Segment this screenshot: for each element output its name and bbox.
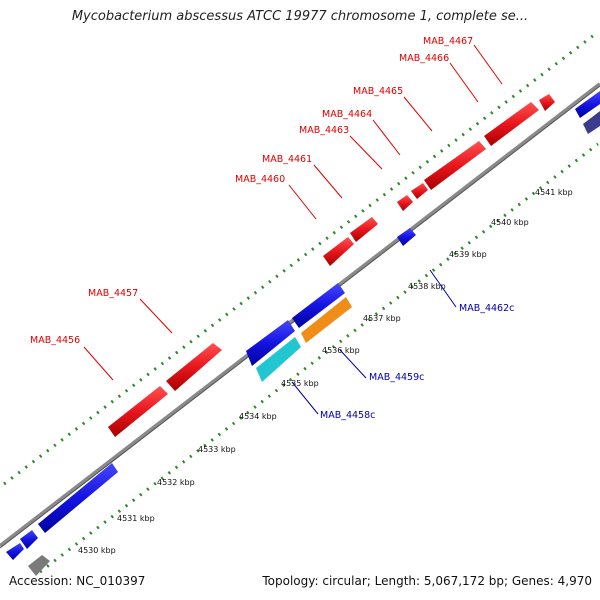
plus-leader-lines bbox=[83, 44, 503, 381]
gene-label-mab-4465[interactable]: MAB_4465 bbox=[353, 86, 403, 97]
gene-gray[interactable] bbox=[28, 555, 50, 576]
gene-minus-1[interactable] bbox=[6, 543, 24, 560]
gene-label-mab-4461[interactable]: MAB_4461 bbox=[262, 154, 312, 165]
gene-label-mab-4467[interactable]: MAB_4467 bbox=[423, 36, 473, 47]
gene-mab-4461[interactable] bbox=[350, 217, 378, 242]
leader-line bbox=[288, 184, 317, 220]
gene-slate-right[interactable] bbox=[583, 111, 600, 134]
minus-gene-labels: MAB_4458c MAB_4459c MAB_4462c bbox=[320, 303, 514, 421]
tick-label: 4539 kbp bbox=[449, 250, 487, 259]
plus-scale-line bbox=[3, 30, 599, 486]
tick-label: 4532 kbp bbox=[157, 478, 195, 487]
gene-label-mab-4466[interactable]: MAB_4466 bbox=[399, 53, 449, 64]
gene-label-mab-4464[interactable]: MAB_4464 bbox=[322, 109, 372, 120]
gene-mab-4457[interactable] bbox=[166, 343, 222, 391]
plus-genes bbox=[108, 94, 555, 437]
minus-scale-line bbox=[39, 142, 599, 574]
topology-text: Topology: circular; Length: 5,067,172 bp… bbox=[262, 574, 592, 588]
gene-orange-4459c[interactable] bbox=[301, 297, 352, 343]
gene-mab-4464[interactable] bbox=[424, 141, 486, 190]
gene-label-mab-4463[interactable]: MAB_4463 bbox=[299, 125, 349, 136]
leader-line bbox=[83, 346, 114, 381]
gene-label-mab-4458c[interactable]: MAB_4458c bbox=[320, 410, 375, 421]
gene-mab-4467[interactable] bbox=[539, 94, 555, 111]
leader-line bbox=[339, 349, 367, 379]
tick-label: 4541 kbp bbox=[535, 188, 573, 197]
tick-labels: 4530 kbp 4531 kbp 4532 kbp 4533 kbp 4534… bbox=[78, 188, 573, 555]
leader-line bbox=[313, 164, 343, 199]
leader-line bbox=[372, 119, 401, 156]
gene-mab-4465[interactable] bbox=[484, 102, 539, 146]
gene-label-mab-4462c[interactable]: MAB_4462c bbox=[459, 303, 514, 314]
gene-minus-3[interactable] bbox=[38, 463, 118, 533]
tick-label: 4534 kbp bbox=[239, 412, 277, 421]
map-title: Mycobacterium abscessus ATCC 19977 chrom… bbox=[71, 9, 529, 24]
plus-gene-labels: MAB_4456 MAB_4457 MAB_4460 MAB_4461 MAB_… bbox=[30, 36, 473, 346]
leader-line bbox=[403, 96, 433, 132]
tick-label: 4531 kbp bbox=[117, 514, 155, 523]
gene-blue-4462c[interactable] bbox=[397, 228, 416, 246]
gene-blue-4459[interactable] bbox=[292, 283, 345, 328]
gene-minus-2[interactable] bbox=[20, 530, 38, 549]
tick-label: 4535 kbp bbox=[281, 379, 319, 388]
tick-label: 4533 kbp bbox=[198, 445, 236, 454]
gene-blue-4458[interactable] bbox=[246, 320, 295, 366]
gene-cyan-4458c[interactable] bbox=[256, 337, 301, 382]
leader-line bbox=[473, 44, 503, 85]
gene-label-mab-4457[interactable]: MAB_4457 bbox=[88, 288, 138, 299]
gene-label-mab-4456[interactable]: MAB_4456 bbox=[30, 335, 80, 346]
leader-line bbox=[139, 298, 173, 334]
minus-leader-lines bbox=[291, 269, 457, 415]
leader-line bbox=[349, 135, 383, 170]
leader-line bbox=[449, 62, 479, 103]
leader-line bbox=[291, 381, 319, 415]
leader-line bbox=[429, 269, 457, 308]
accession-text: Accession: NC_010397 bbox=[9, 574, 146, 588]
gene-mab-4456[interactable] bbox=[108, 386, 168, 437]
gene-label-mab-4460[interactable]: MAB_4460 bbox=[235, 174, 285, 185]
tick-label: 4530 kbp bbox=[78, 546, 116, 555]
tick-label: 4537 kbp bbox=[363, 314, 401, 323]
gene-mab-4462-red[interactable] bbox=[397, 195, 413, 211]
gene-mab-4460[interactable] bbox=[323, 237, 354, 266]
tick-label: 4538 kbp bbox=[408, 282, 446, 291]
tick-label: 4540 kbp bbox=[491, 218, 529, 227]
gene-mab-4463[interactable] bbox=[411, 183, 428, 199]
gene-blue-right[interactable] bbox=[575, 91, 600, 118]
minus-genes bbox=[6, 91, 600, 576]
gene-label-mab-4459c[interactable]: MAB_4459c bbox=[369, 372, 424, 383]
